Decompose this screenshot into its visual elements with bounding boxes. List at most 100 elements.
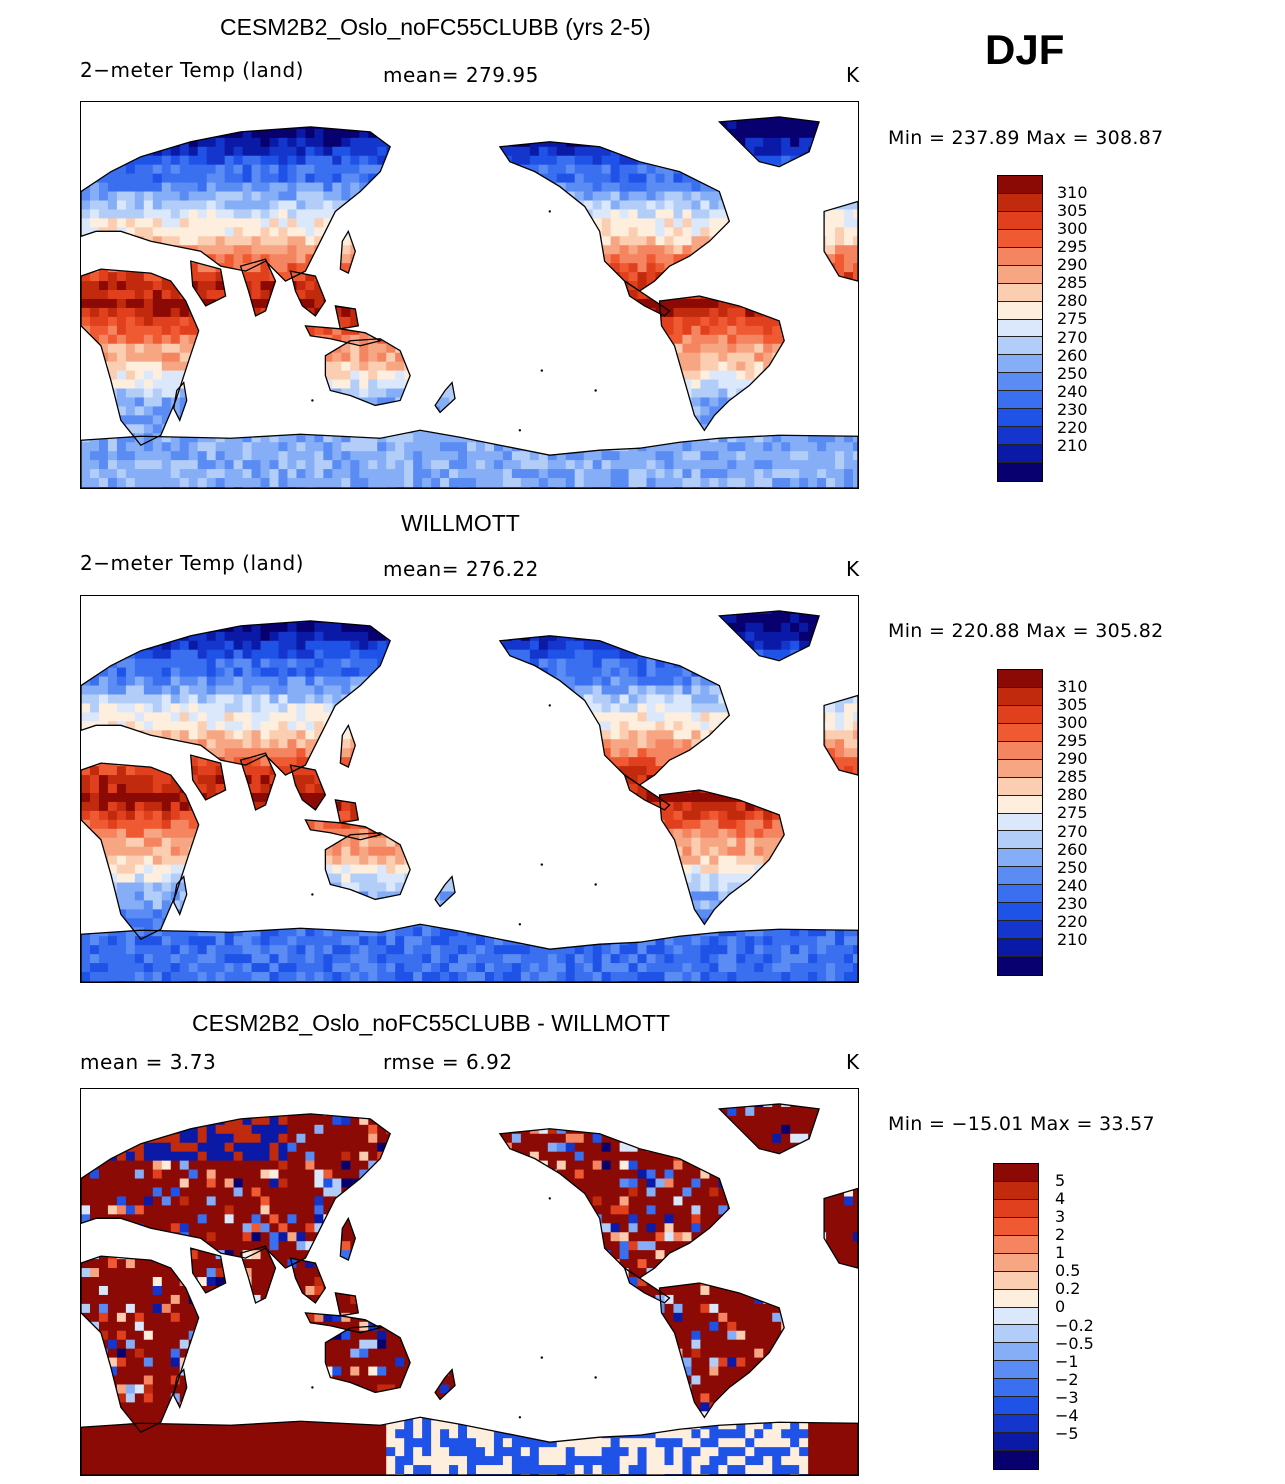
colorbar-tick-label: 4 [1055,1189,1066,1209]
colorbar-tick-label: 285 [1057,273,1088,293]
colorbar-cell [998,921,1042,940]
colorbar-tick-label: 260 [1057,839,1088,859]
colorbar-tick-label: 300 [1057,713,1088,733]
coastline-europeAsia [81,620,391,776]
colorbar-tick-label: 3 [1055,1207,1066,1227]
island-dot [518,923,522,926]
colorbar-cell [998,409,1042,428]
coastline-europeAsia [81,1113,391,1269]
coastline-borneo [334,799,360,824]
colorbar-tick-label: 305 [1057,695,1088,715]
colorbar-tick-label: 310 [1057,677,1088,697]
coastline-borneo [334,1292,360,1317]
coastline-japan [339,1216,356,1262]
colorbar-cell [998,176,1042,194]
colorbar-cell [994,1397,1038,1416]
colorbar-tick-label: 275 [1057,803,1088,823]
coastline-indonesia [304,819,383,841]
coastline-australia [324,832,411,901]
panel-obs-variable-label: 2−meter Temp (land) [80,551,304,575]
season-label: DJF [985,26,1065,73]
coastline-indonesia [304,1312,383,1334]
colorbar-tick-label: 310 [1057,183,1088,203]
coastline-africa [81,762,200,941]
coastline-japan [339,229,356,275]
coastline-centralAmerica [623,279,671,317]
colorbar-cell [994,1199,1038,1218]
colorbar-tick-label: 280 [1057,785,1088,805]
panel-obs-mean-label: mean= 276.22 [383,557,539,581]
colorbar-tick-label: 220 [1057,911,1088,931]
colorbar-tick-label: 1 [1055,1243,1066,1263]
colorbar-tick-label: 0.2 [1055,1279,1081,1299]
coastline-nz [434,875,456,908]
island-dot [311,1386,314,1389]
colorbar-cell [998,795,1042,814]
map-diff [80,1088,859,1476]
colorbar-cell [994,1217,1038,1236]
island-dot [548,210,551,213]
colorbar-cell [998,463,1042,481]
colorbar-cell [994,1361,1038,1380]
colorbar-cell [998,903,1042,922]
colorbar-tick-label: 275 [1057,309,1088,329]
colorbar-tick-label: 0 [1055,1297,1066,1317]
coastline-japan [339,723,356,769]
colorbar-cell [994,1307,1038,1326]
map-obs [80,595,859,983]
colorbar-tick-label: 0.5 [1055,1261,1081,1281]
colorbar-tick-label: 290 [1057,749,1088,769]
colorbar-cell [998,283,1042,302]
coastline-greenland [717,1103,820,1155]
colorbar-cell [998,759,1042,778]
colorbar-cell [998,301,1042,320]
colorbar-cell [994,1235,1038,1254]
colorbar-cell [998,849,1042,868]
colorbar-cell [998,337,1042,356]
colorbar-tick-label: 295 [1057,237,1088,257]
colorbar-tick-label: 230 [1057,399,1088,419]
colorbar-cell [998,831,1042,850]
coastline-arabia [189,1247,227,1294]
colorbar-cell [994,1164,1038,1182]
colorbar-tick-label: −3 [1055,1387,1079,1407]
colorbar-tick-label: −0.2 [1055,1315,1094,1335]
colorbar-cell [998,867,1042,886]
island-dot [518,429,522,432]
colorbar-cell [998,957,1042,975]
colorbar-cell [998,265,1042,284]
colorbar-cell [998,193,1042,212]
colorbar-cell [994,1451,1038,1469]
island-dot [540,1356,544,1359]
coastline-northAmerica [498,1128,731,1279]
coastline-northAmerica [498,141,731,292]
colorbar-tick-label: −4 [1055,1405,1079,1425]
island-dot [594,883,597,886]
panel-diff-rmse-label: rmse = 6.92 [383,1050,513,1074]
colorbar-cell [998,813,1042,832]
colorbar-tick-label: 240 [1057,875,1088,895]
land-field [81,116,858,488]
island-dot [548,1197,551,1200]
coastline-southAmerica [658,1282,785,1419]
coastline-africa [81,268,200,447]
panel-obs-units: K [846,557,860,581]
coastline-arabia [189,260,227,307]
coastline-centralAmerica [623,773,671,811]
colorbar-cell [998,355,1042,374]
coastline-borneo [334,305,360,330]
colorbar-tick-label: 300 [1057,219,1088,239]
map-model [80,101,859,489]
coastline-madagascar [173,381,188,423]
coastline-india [239,258,277,317]
coastline-southAmerica [658,295,785,432]
coastline-europeAsia [81,126,391,282]
coastline-arabia [189,754,227,801]
colorbar-cell [994,1379,1038,1398]
colorbar-tick-label: 210 [1057,435,1088,455]
colorbar-cell [998,687,1042,706]
coastline-nz [434,381,456,414]
map-obs-svg [81,610,858,982]
island-dot [594,389,597,392]
colorbar-tick-label: −5 [1055,1423,1079,1443]
